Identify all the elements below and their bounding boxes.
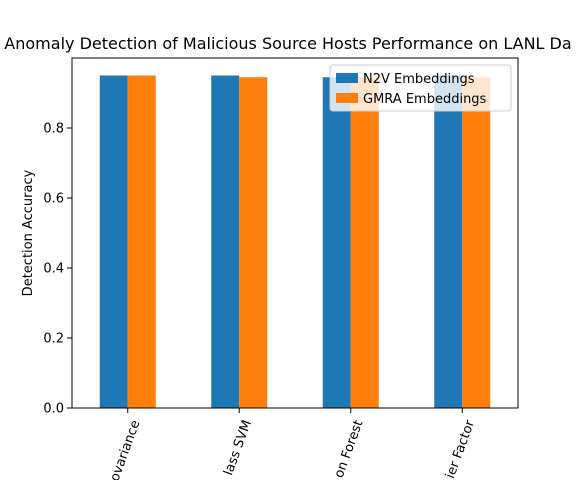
plot-area-frame (71, 57, 519, 409)
y-tick-label: 0.2 (43, 332, 64, 347)
bars-group (99, 75, 491, 408)
legend-swatch-n2v (336, 73, 358, 83)
y-tick-label: 0.8 (43, 122, 64, 137)
legend: N2V Embeddings GMRA Embeddings (329, 64, 512, 112)
legend-swatch-gmra (336, 93, 358, 103)
y-tick-label: 0.4 (43, 262, 64, 277)
bar-gmra-2 (350, 77, 379, 408)
bar-gmra-3 (462, 77, 491, 408)
bar-gmra-1 (239, 77, 268, 408)
chart-title: Anomaly Detection of Malicious Source Ho… (4, 34, 571, 53)
y-tick-label: 0.0 (43, 402, 64, 417)
bar-n2v-0 (99, 75, 128, 408)
y-axis-ticks: 0.0 0.2 0.4 0.6 0.8 (43, 122, 72, 417)
bar-n2v-3 (434, 75, 463, 408)
y-tick-label: 0.6 (43, 192, 64, 207)
bar-gmra-0 (127, 75, 156, 408)
bar-n2v-2 (322, 77, 351, 408)
legend-label-gmra: GMRA Embeddings (363, 92, 487, 107)
legend-label-n2v: N2V Embeddings (363, 72, 475, 87)
legend-box (329, 64, 512, 112)
y-axis-label: Detection Accuracy (21, 169, 36, 296)
bar-n2v-1 (211, 75, 240, 408)
